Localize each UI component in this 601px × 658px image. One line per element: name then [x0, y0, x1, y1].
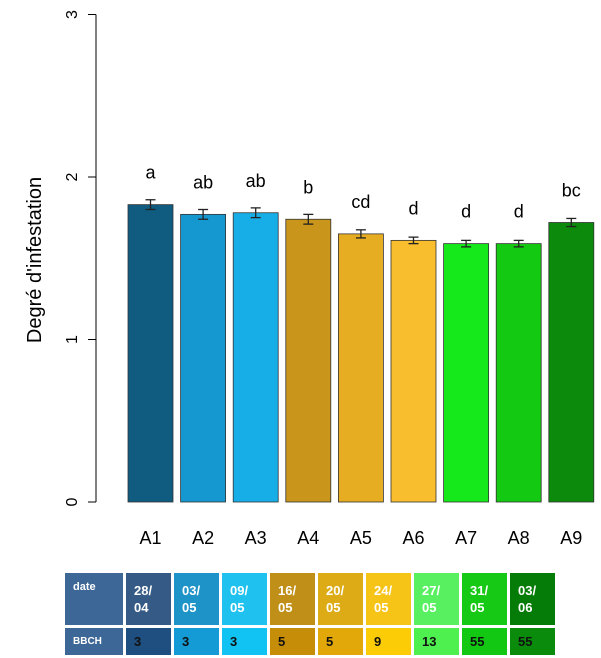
bbch-cell: 5	[318, 628, 363, 655]
bar-A7	[443, 243, 490, 503]
significance-letter: a	[145, 163, 156, 183]
date-cell: 03/06	[510, 573, 555, 625]
significance-letter: ab	[246, 171, 266, 191]
date-row: date 28/04 03/05 09/05 16/05 20/05 24/05 27/05…	[65, 573, 555, 625]
significance-letter: d	[408, 198, 418, 218]
bar-A3	[232, 212, 279, 503]
x-tick-label: A3	[245, 528, 267, 548]
significance-letter: d	[461, 202, 471, 222]
date-cell: 27/05	[414, 573, 459, 625]
bbch-row: BBCH 3 3 3 5 5 9 13 55 55	[65, 628, 555, 655]
bbch-cell: 55	[510, 628, 555, 655]
significance-letter: ab	[193, 172, 213, 192]
significance-letter: cd	[351, 192, 370, 212]
bbch-cell: 9	[366, 628, 411, 655]
y-tick-label: 1	[64, 335, 81, 344]
y-tick-label: 2	[64, 172, 81, 181]
date-bbch-table: date 28/04 03/05 09/05 16/05 20/05 24/05 27/05…	[62, 570, 558, 658]
bar-A1	[127, 204, 174, 503]
date-cell: 24/05	[366, 573, 411, 625]
bbch-row-header: BBCH	[65, 628, 123, 655]
x-tick-label: A9	[560, 528, 582, 548]
bar-A2	[180, 213, 227, 503]
y-tick-label: 0	[64, 497, 81, 506]
bar-A4	[285, 218, 332, 503]
bbch-cell: 5	[270, 628, 315, 655]
date-cell: 03/05	[174, 573, 219, 625]
date-cell: 31/05	[462, 573, 507, 625]
bbch-cell: 3	[222, 628, 267, 655]
bbch-cell: 3	[174, 628, 219, 655]
x-tick-label: A2	[192, 528, 214, 548]
significance-letter: bc	[562, 181, 581, 201]
bar-A9	[548, 222, 595, 503]
x-tick-label: A7	[455, 528, 477, 548]
date-cell: 09/05	[222, 573, 267, 625]
bbch-cell: 55	[462, 628, 507, 655]
date-cell: 20/05	[318, 573, 363, 625]
date-cell: 16/05	[270, 573, 315, 625]
y-axis: 0 1 2 3	[64, 10, 97, 506]
bar-A6	[390, 239, 437, 503]
significance-letter: b	[303, 177, 313, 197]
bar-A8	[495, 243, 542, 503]
bar-chart: 0 1 2 3 Degré d'infestation a ab ab b cd d d d bc A…	[24, 10, 595, 548]
bars: a ab ab b cd d d d bc	[127, 163, 595, 503]
date-cell: 28/04	[126, 573, 171, 625]
x-tick-label: A6	[402, 528, 424, 548]
x-tick-label: A1	[139, 528, 161, 548]
x-tick-label: A5	[350, 528, 372, 548]
date-row-header: date	[65, 573, 123, 625]
x-tick-label: A8	[508, 528, 530, 548]
x-tick-labels: A1 A2 A3 A4 A5 A6 A7 A8 A9	[139, 528, 582, 548]
y-axis-label: Degré d'infestation	[24, 177, 46, 343]
significance-letter: d	[514, 202, 524, 222]
x-tick-label: A4	[297, 528, 319, 548]
y-tick-label: 3	[64, 10, 81, 19]
bbch-cell: 13	[414, 628, 459, 655]
bbch-cell: 3	[126, 628, 171, 655]
bar-A5	[337, 233, 384, 503]
